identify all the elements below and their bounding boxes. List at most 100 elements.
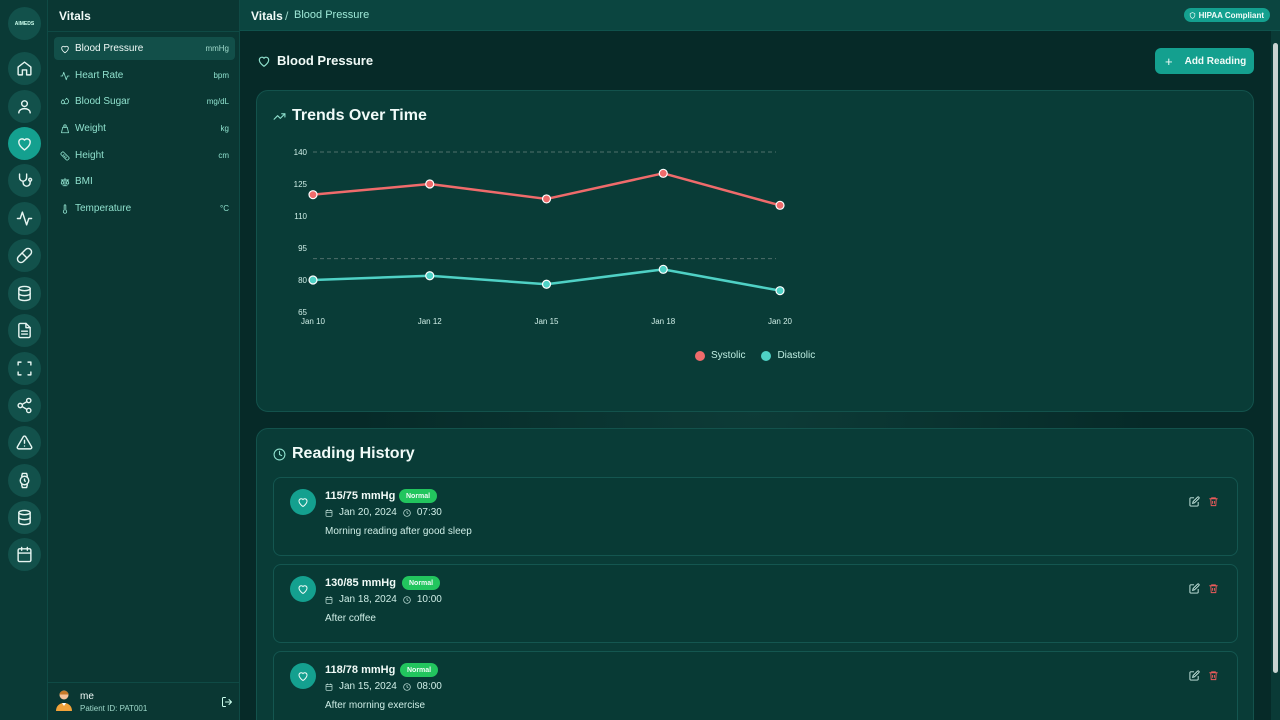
- trends-card: Trends Over Time 140 125 110 95 80 65 Jan 10 Ja…: [256, 90, 1254, 412]
- hipaa-badge-label: HIPAA Compliant: [1198, 10, 1264, 20]
- page-title: Blood Pressure: [277, 53, 374, 68]
- clock-icon: [273, 448, 286, 460]
- y-tick-label: 125: [294, 180, 308, 189]
- edit-icon[interactable]: [1189, 581, 1200, 594]
- y-tick-label: 65: [298, 308, 307, 317]
- watch-icon[interactable]: [8, 464, 41, 497]
- sidebar-item-unit: mmHg: [205, 44, 229, 53]
- calendar-icon: [325, 509, 333, 517]
- trash-icon[interactable]: [1208, 668, 1219, 681]
- divider: [48, 31, 240, 32]
- patient-id: Patient ID: PAT001: [80, 704, 148, 713]
- plus-icon: +: [1165, 53, 1173, 69]
- share-icon[interactable]: [8, 389, 41, 422]
- status-badge: Normal: [402, 576, 441, 590]
- legend-item[interactable]: Diastolic: [761, 350, 815, 361]
- data-point-systolic: [308, 190, 318, 200]
- data-point-systolic: [658, 168, 668, 178]
- trash-icon[interactable]: [1208, 494, 1219, 507]
- stethoscope-icon[interactable]: [8, 164, 41, 197]
- heart-icon: [290, 576, 316, 602]
- breadcrumb-separator: /: [285, 9, 289, 23]
- user-name: me: [80, 691, 94, 702]
- data-point-diastolic: [308, 275, 318, 285]
- scan-icon[interactable]: [8, 352, 41, 385]
- vitals-sidebar: Vitals Blood Pressure mmHg Heart Rate bp…: [48, 0, 240, 720]
- edit-icon[interactable]: [1189, 494, 1200, 507]
- database-icon[interactable]: [8, 501, 41, 534]
- edit-icon[interactable]: [1189, 668, 1200, 681]
- calendar-icon[interactable]: [8, 538, 41, 571]
- history-card: Reading History 115/75 mmHg Normal Jan 2…: [256, 428, 1254, 720]
- reading-meta: Jan 18, 2024 10:00: [325, 594, 442, 605]
- sidebar-item-label: Blood Pressure: [75, 43, 144, 54]
- app-logo[interactable]: AIMEDS: [8, 7, 41, 40]
- sidebar-item-blood-pressure[interactable]: Blood Pressure mmHg: [54, 37, 235, 60]
- logout-icon[interactable]: [221, 695, 233, 707]
- heart-icon: [61, 45, 69, 53]
- data-point-systolic: [541, 194, 552, 204]
- reading-meta: Jan 20, 2024 07:30: [325, 507, 442, 518]
- data-point-diastolic: [425, 271, 435, 281]
- database-icon[interactable]: [8, 277, 41, 310]
- sidebar-item-weight[interactable]: Weight kg: [54, 117, 235, 140]
- data-point-diastolic: [541, 279, 552, 289]
- x-tick-label: Jan 18: [651, 317, 676, 326]
- add-reading-button[interactable]: + Add Reading: [1155, 48, 1254, 74]
- sidebar-item-blood-sugar[interactable]: Blood Sugar mg/dL: [54, 90, 235, 113]
- pill-icon[interactable]: [8, 239, 41, 272]
- reading-date: Jan 20, 2024: [339, 507, 397, 518]
- chart-legend: Systolic Diastolic: [695, 350, 831, 361]
- reading-value: 118/78 mmHg: [325, 664, 396, 676]
- reading-item[interactable]: 130/85 mmHg Normal Jan 18, 2024 10:00 Af…: [273, 564, 1238, 643]
- user-profile: me Patient ID: PAT001: [48, 682, 240, 720]
- calendar-icon: [325, 596, 333, 604]
- reading-time: 07:30: [416, 507, 442, 518]
- sidebar-item-unit: cm: [218, 151, 229, 160]
- x-tick-label: Jan 15: [534, 317, 559, 326]
- history-header: Reading History: [273, 445, 415, 463]
- legend-label: Diastolic: [777, 350, 816, 361]
- sidebar-item-unit: kg: [220, 124, 229, 133]
- sidebar-item-bmi[interactable]: BMI: [54, 170, 235, 193]
- ruler-icon: [60, 150, 70, 161]
- trending-up-icon: [273, 112, 286, 120]
- avatar[interactable]: [55, 689, 73, 711]
- legend-item[interactable]: Systolic: [695, 350, 745, 361]
- home-icon[interactable]: [8, 52, 41, 85]
- reading-note: After morning exercise: [325, 700, 426, 711]
- sidebar-item-temperature[interactable]: Temperature °C: [54, 197, 235, 220]
- reading-item[interactable]: 115/75 mmHg Normal Jan 20, 2024 07:30 Mo…: [273, 477, 1238, 556]
- data-point-diastolic: [658, 264, 668, 274]
- alert-icon[interactable]: [8, 426, 41, 459]
- sidebar-item-height[interactable]: Height cm: [54, 144, 235, 167]
- scrollbar[interactable]: [1271, 31, 1280, 720]
- breadcrumb-root[interactable]: Vitals: [251, 9, 283, 23]
- main-content: Blood Pressure + Add Reading Trends Over…: [240, 31, 1270, 720]
- sidebar-item-heart-rate[interactable]: Heart Rate bpm: [54, 64, 235, 87]
- weight-icon: [61, 123, 69, 133]
- shield-icon: [1189, 11, 1195, 19]
- y-tick-label: 95: [298, 244, 307, 253]
- y-tick-label: 110: [294, 212, 307, 221]
- file-icon[interactable]: [8, 314, 41, 347]
- trends-title: Trends Over Time: [292, 107, 427, 124]
- legend-label: Systolic: [711, 350, 746, 361]
- scale-icon: [60, 177, 70, 186]
- sidebar-title: Vitals: [59, 9, 91, 23]
- trash-icon[interactable]: [1208, 581, 1219, 594]
- legend-swatch: [761, 350, 772, 361]
- y-tick-label: 80: [298, 276, 307, 285]
- x-tick-label: Jan 20: [768, 317, 793, 326]
- user-icon[interactable]: [8, 90, 41, 123]
- reading-item[interactable]: 118/78 mmHg Normal Jan 15, 2024 08:00 Af…: [273, 651, 1238, 720]
- heart-icon[interactable]: [8, 127, 41, 160]
- reading-value: 115/75 mmHg: [325, 490, 396, 502]
- clock-icon: [403, 508, 411, 517]
- reading-time: 10:00: [416, 594, 442, 605]
- scrollbar-thumb[interactable]: [1273, 43, 1278, 673]
- activity-icon[interactable]: [8, 202, 41, 235]
- reading-date: Jan 15, 2024: [339, 681, 397, 692]
- sidebar-item-label: Heart Rate: [75, 70, 124, 81]
